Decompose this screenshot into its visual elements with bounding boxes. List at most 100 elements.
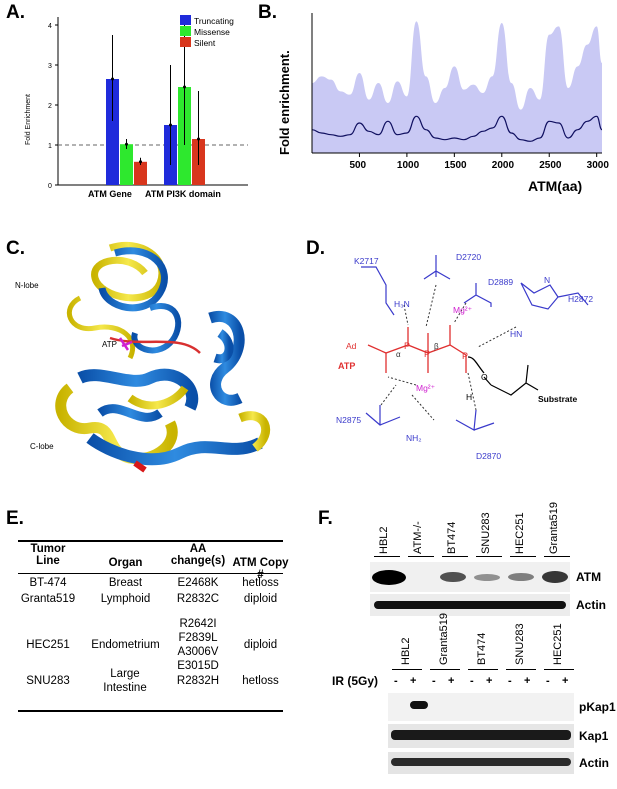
band-label-actin-top: Actin bbox=[576, 598, 606, 612]
table-cell-line: Granta519 bbox=[20, 593, 76, 605]
lane-underline bbox=[374, 556, 400, 557]
table-cell-organ: Endometrium bbox=[91, 639, 160, 651]
attack-arrow bbox=[467, 356, 485, 374]
chart-a-legend: Truncating Missense Silent bbox=[180, 15, 234, 48]
atp-ad: Ad bbox=[346, 341, 357, 351]
res-k2717: K2717 bbox=[354, 256, 379, 266]
bar-silent-0 bbox=[134, 161, 147, 185]
ir-plus: + bbox=[448, 675, 455, 687]
atom-hn: HN bbox=[510, 329, 522, 339]
atp-p3: P bbox=[462, 351, 468, 361]
ir-plus: + bbox=[486, 675, 493, 687]
nlobe-label: N-lobe bbox=[15, 281, 39, 290]
chart-b-xlabel: ATM(aa) bbox=[528, 178, 582, 194]
atp-p2: P bbox=[424, 349, 430, 359]
lane-label-bottom: HEC251 bbox=[552, 623, 564, 665]
band-label-kap1: Kap1 bbox=[579, 729, 609, 743]
lane-underline bbox=[392, 669, 422, 670]
chart-a-ytick-label: 1 bbox=[48, 143, 52, 150]
lane-label-top: SNU283 bbox=[480, 512, 492, 554]
mg-upper: Mg²⁺ bbox=[453, 305, 473, 315]
table-cell-aa: E2468K bbox=[177, 577, 219, 589]
mg-lower: Mg²⁺ bbox=[416, 383, 436, 393]
atm-band bbox=[440, 571, 466, 583]
table-header-rule bbox=[18, 573, 283, 574]
blot-bottom: HBL2 Granta519 BT474 SNU283 HEC251 IR (5Gy) … bbox=[330, 613, 616, 789]
chart-a-ylabel: Fold Enrichment bbox=[25, 94, 32, 145]
chart-b-xtick-label: 3000 bbox=[587, 160, 610, 171]
table-cell-organ: Large Intestine bbox=[103, 668, 147, 694]
table-cell-line: SNU283 bbox=[26, 675, 70, 687]
chart-b-xtick-label: 1500 bbox=[444, 160, 467, 171]
blot-top: HBL2 ATM-/- BT474 SNU283 HEC251 Granta519 ATM… bbox=[370, 502, 615, 620]
lane-underline bbox=[430, 669, 460, 670]
lane-underline bbox=[468, 669, 498, 670]
legend-swatch-truncating bbox=[180, 15, 191, 25]
category-label-pi3k: ATM PI3K domain bbox=[145, 189, 221, 199]
bar-point-silent-0 bbox=[139, 160, 142, 164]
res-n2875: N2875 bbox=[336, 415, 361, 425]
blot-bottom-pkap1-strip bbox=[388, 693, 574, 721]
atm-band bbox=[474, 573, 500, 581]
chart-a-ytick-label: 0 bbox=[48, 183, 52, 190]
blot-top-atm-strip bbox=[370, 562, 570, 592]
panel-label-c: C. bbox=[6, 238, 25, 259]
category-label-atm-gene: ATM Gene bbox=[88, 189, 132, 199]
protein-structure: N-lobe ATP C-lobe bbox=[15, 241, 271, 473]
atp-p1: P bbox=[404, 341, 410, 351]
chart-b-xtick-label: 500 bbox=[349, 160, 366, 171]
bar-missense-0 bbox=[120, 144, 133, 185]
atom-nh2: NH₂ bbox=[406, 433, 422, 443]
lane-underline bbox=[506, 669, 536, 670]
lane-underline bbox=[544, 556, 570, 557]
ir-minus: - bbox=[394, 675, 398, 687]
lane-label-top: Granta519 bbox=[548, 502, 560, 554]
ir-minus: - bbox=[546, 675, 550, 687]
lane-label-bottom: BT474 bbox=[476, 632, 488, 665]
lane-underline bbox=[476, 556, 502, 557]
panel-label-b: B. bbox=[258, 2, 277, 23]
chart-b-mean-line bbox=[311, 115, 603, 142]
chart-b-xtick-label: 2000 bbox=[492, 160, 515, 171]
atp-label: ATP bbox=[102, 340, 117, 349]
ir-minus: - bbox=[470, 675, 474, 687]
band-label-atm: ATM bbox=[576, 570, 602, 584]
table-cell-copy: diploid bbox=[243, 593, 278, 605]
lane-label-top: BT474 bbox=[446, 521, 458, 554]
panel-label-a: A. bbox=[6, 2, 25, 23]
chart-a: Fold Enrichment 0 1 2 3 4 Truncating Missens… bbox=[25, 15, 248, 199]
table-bottom-rule bbox=[18, 710, 283, 712]
lane-label-bottom: HBL2 bbox=[400, 637, 412, 665]
header-atm-copy: ATM Copy # bbox=[232, 557, 289, 581]
atp-bonds bbox=[367, 325, 467, 373]
atom-n: N bbox=[544, 275, 550, 285]
substrate-bonds bbox=[483, 364, 539, 396]
header-organ: Organ bbox=[108, 557, 143, 569]
chart-b-xtick-label: 2500 bbox=[539, 160, 562, 171]
res-d2870: D2870 bbox=[476, 451, 501, 461]
table-top-rule bbox=[18, 540, 283, 542]
lane-label-top: HBL2 bbox=[378, 526, 390, 554]
res-d2720: D2720 bbox=[456, 252, 481, 262]
chart-b-xtick-label: 1000 bbox=[397, 160, 420, 171]
lane-label-bottom: Granta519 bbox=[438, 613, 450, 665]
chart-a-ytick-label: 3 bbox=[48, 63, 52, 70]
atp-beta: β bbox=[434, 342, 439, 351]
band-label-actin-bottom: Actin bbox=[579, 756, 609, 770]
legend-swatch-silent bbox=[180, 37, 191, 47]
hbonds bbox=[380, 284, 517, 421]
atom-o-substrate: O bbox=[481, 372, 488, 382]
atm-band bbox=[508, 573, 534, 581]
atm-band bbox=[542, 571, 568, 583]
lane-label-bottom: SNU283 bbox=[514, 623, 526, 665]
atom-h3n: H₃N bbox=[394, 299, 410, 309]
table-cell-copy: diploid bbox=[243, 639, 278, 651]
table-cell-aa: R2832H bbox=[176, 675, 220, 687]
header-tumor-line: Tumor Line bbox=[30, 543, 66, 567]
table-cell-copy: hetloss bbox=[242, 675, 279, 687]
table-cell-copy: hetloss bbox=[242, 577, 279, 589]
ir-minus: - bbox=[432, 675, 436, 687]
ir-minus: - bbox=[508, 675, 512, 687]
ir-label: IR (5Gy) bbox=[332, 674, 379, 688]
table-cell-organ: Breast bbox=[108, 577, 143, 589]
